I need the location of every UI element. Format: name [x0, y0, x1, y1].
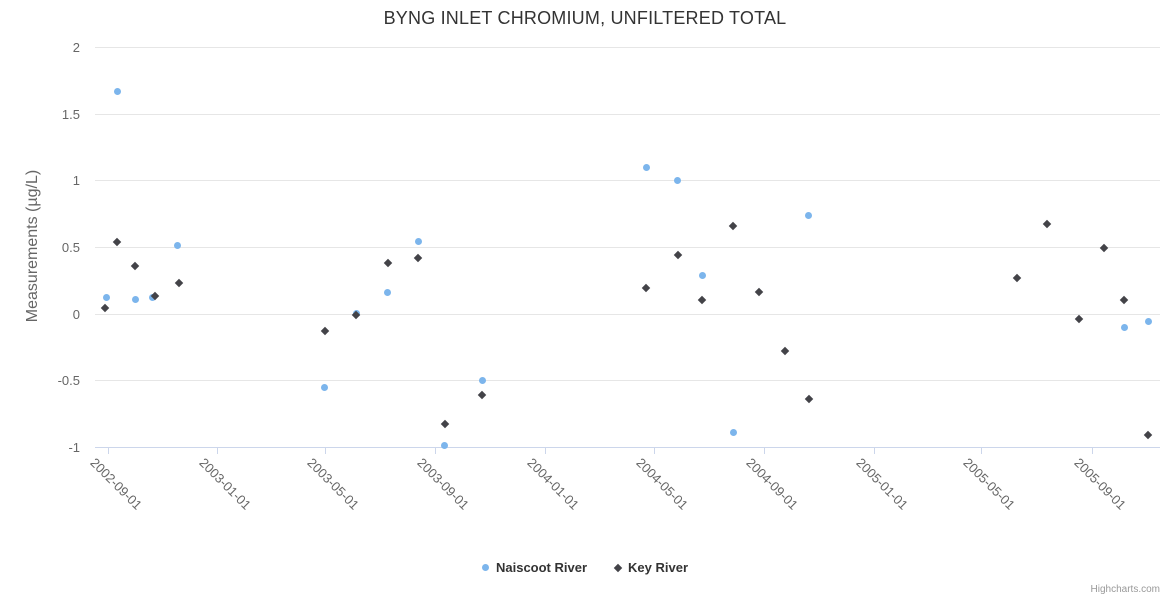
- data-point-key-river[interactable]: [1042, 220, 1052, 229]
- data-point-key-river[interactable]: [383, 258, 392, 268]
- data-point-key-river[interactable]: [642, 284, 651, 293]
- data-point-key-river[interactable]: [113, 237, 122, 246]
- y-axis-label: 2: [72, 40, 80, 55]
- data-point-key-river[interactable]: [754, 288, 763, 297]
- y-axis-label: 0.5: [61, 240, 80, 255]
- y-grid-line: [95, 247, 1160, 248]
- data-point-naiscoot-river[interactable]: [698, 271, 706, 279]
- data-point-naiscoot-river[interactable]: [729, 428, 737, 436]
- data-point-naiscoot-river[interactable]: [321, 383, 329, 391]
- x-axis-label: 2003-01-01: [196, 455, 255, 513]
- data-point-naiscoot-river[interactable]: [131, 295, 139, 303]
- data-point-naiscoot-river[interactable]: [479, 376, 487, 384]
- data-point-key-river[interactable]: [440, 420, 450, 429]
- chart-title: BYNG INLET CHROMIUM, UNFILTERED TOTAL: [383, 8, 787, 28]
- x-axis-tick: [981, 448, 982, 454]
- highcharts-credits[interactable]: Highcharts.com: [1090, 584, 1160, 595]
- data-point-key-river[interactable]: [1100, 244, 1109, 253]
- y-axis-label: 1: [72, 173, 80, 188]
- data-point-key-river[interactable]: [1074, 314, 1084, 324]
- x-axis-label: 2004-01-01: [524, 455, 583, 513]
- data-point-naiscoot-river[interactable]: [440, 442, 448, 450]
- data-point-key-river[interactable]: [100, 304, 110, 313]
- data-point-naiscoot-river[interactable]: [384, 288, 392, 296]
- legend-item-key-river[interactable]: Key River: [613, 560, 689, 575]
- data-point-naiscoot-river[interactable]: [1144, 318, 1152, 326]
- y-grid-line: [95, 380, 1160, 381]
- data-point-key-river[interactable]: [174, 278, 183, 288]
- data-point-key-river[interactable]: [1012, 273, 1022, 282]
- x-axis-tick: [874, 448, 875, 454]
- x-axis-tick: [1092, 448, 1093, 454]
- x-axis-tick: [545, 448, 546, 454]
- data-point-key-river[interactable]: [804, 394, 814, 404]
- legend-item-naiscoot-river[interactable]: Naiscoot River: [481, 560, 588, 575]
- y-grid-line: [95, 180, 1160, 181]
- data-point-key-river[interactable]: [130, 261, 139, 270]
- data-point-key-river[interactable]: [780, 346, 789, 356]
- data-point-naiscoot-river[interactable]: [414, 238, 422, 246]
- data-point-naiscoot-river[interactable]: [642, 163, 650, 171]
- circle-marker-icon: [481, 564, 489, 571]
- x-axis-label: 2004-09-01: [743, 455, 802, 513]
- y-grid-line: [95, 47, 1160, 48]
- x-axis-line: [95, 447, 1160, 448]
- x-axis-label: 2005-01-01: [853, 455, 912, 513]
- y-grid-line: [95, 114, 1160, 115]
- data-point-naiscoot-river[interactable]: [1120, 323, 1128, 331]
- x-axis-tick: [435, 448, 436, 454]
- data-point-naiscoot-river[interactable]: [103, 294, 111, 302]
- y-axis-label: -1: [68, 440, 80, 455]
- data-point-key-river[interactable]: [1119, 296, 1129, 305]
- diamond-marker-icon: [613, 563, 623, 572]
- data-point-naiscoot-river[interactable]: [805, 211, 813, 219]
- y-axis-label: 0: [72, 307, 80, 322]
- data-point-key-river[interactable]: [320, 326, 330, 336]
- data-point-naiscoot-river[interactable]: [113, 87, 121, 95]
- x-axis-label: 2005-05-01: [960, 455, 1019, 513]
- data-point-key-river[interactable]: [1144, 430, 1153, 440]
- x-axis-label: 2004-05-01: [633, 455, 692, 513]
- data-point-key-river[interactable]: [414, 253, 423, 262]
- x-axis-tick: [654, 448, 655, 454]
- x-axis-tick: [764, 448, 765, 454]
- data-point-key-river[interactable]: [729, 221, 738, 230]
- x-axis-tick: [108, 448, 109, 454]
- legend-label: Key River: [628, 560, 689, 575]
- x-axis-label: 2003-09-01: [414, 455, 473, 513]
- legend: Naiscoot River Key River: [0, 560, 1170, 575]
- data-point-naiscoot-river[interactable]: [174, 242, 182, 250]
- data-point-key-river[interactable]: [697, 296, 707, 305]
- legend-label: Naiscoot River: [495, 560, 588, 575]
- x-axis-tick: [217, 448, 218, 454]
- data-point-naiscoot-river[interactable]: [674, 176, 682, 184]
- data-point-key-river[interactable]: [477, 390, 487, 400]
- y-axis-label: 1.5: [61, 107, 80, 122]
- x-axis-label: 2005-09-01: [1071, 455, 1130, 513]
- x-axis-label: 2003-05-01: [304, 455, 363, 513]
- y-axis-label: -0.5: [57, 373, 80, 388]
- x-axis-tick: [325, 448, 326, 454]
- y-grid-line: [95, 314, 1160, 315]
- x-axis-label: 2002-09-01: [87, 455, 146, 513]
- data-point-key-river[interactable]: [673, 250, 683, 260]
